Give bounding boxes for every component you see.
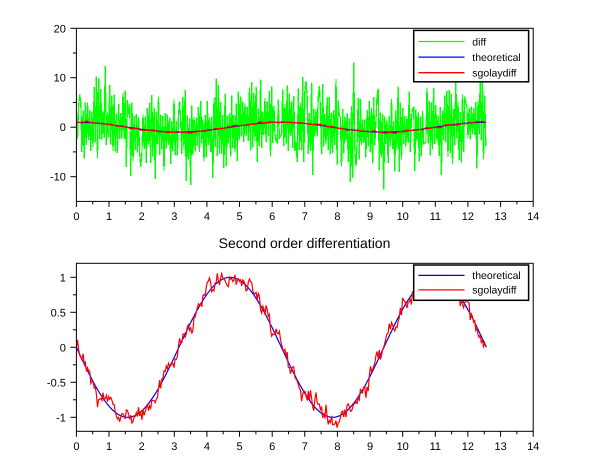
svg-text:diff: diff (472, 36, 486, 48)
svg-text:0: 0 (73, 211, 79, 223)
svg-text:11: 11 (430, 441, 441, 453)
svg-text:7: 7 (302, 441, 308, 453)
svg-text:14: 14 (527, 441, 539, 453)
svg-text:sgolaydiff: sgolaydiff (472, 68, 516, 80)
svg-text:3: 3 (171, 211, 177, 223)
svg-text:Second order differentiation: Second order differentiation (219, 235, 391, 251)
svg-text:6: 6 (269, 211, 275, 223)
svg-text:13: 13 (494, 211, 506, 223)
svg-text:10: 10 (397, 441, 409, 453)
svg-text:8: 8 (334, 211, 340, 223)
svg-text:10: 10 (54, 73, 66, 85)
svg-text:13: 13 (494, 441, 506, 453)
svg-text:12: 12 (462, 211, 474, 223)
svg-text:4: 4 (204, 441, 210, 453)
svg-text:0: 0 (60, 122, 66, 134)
svg-text:6: 6 (269, 441, 275, 453)
svg-text:3: 3 (171, 441, 177, 453)
svg-text:11: 11 (430, 211, 441, 223)
svg-text:0: 0 (60, 342, 66, 354)
svg-text:1: 1 (106, 441, 112, 453)
svg-text:-0.5: -0.5 (47, 377, 66, 389)
svg-text:theoretical: theoretical (472, 270, 520, 282)
svg-text:1: 1 (106, 211, 112, 223)
svg-text:8: 8 (334, 441, 340, 453)
svg-text:14: 14 (527, 211, 539, 223)
svg-text:10: 10 (397, 211, 409, 223)
svg-text:theoretical: theoretical (472, 52, 520, 64)
svg-text:9: 9 (367, 211, 373, 223)
svg-text:12: 12 (462, 441, 474, 453)
svg-text:sgolaydiff: sgolaydiff (472, 285, 516, 297)
svg-text:0: 0 (73, 441, 79, 453)
svg-text:2: 2 (139, 211, 145, 223)
svg-text:5: 5 (236, 441, 242, 453)
svg-text:7: 7 (302, 211, 308, 223)
svg-text:1: 1 (60, 272, 66, 284)
svg-text:-10: -10 (50, 172, 66, 184)
svg-text:-1: -1 (56, 412, 66, 424)
svg-text:5: 5 (236, 211, 242, 223)
svg-text:2: 2 (139, 441, 145, 453)
svg-text:9: 9 (367, 441, 373, 453)
svg-text:0.5: 0.5 (51, 307, 66, 319)
svg-text:4: 4 (204, 211, 210, 223)
svg-text:20: 20 (54, 23, 66, 35)
